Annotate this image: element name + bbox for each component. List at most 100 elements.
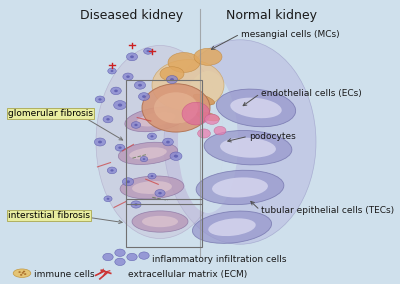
- Ellipse shape: [196, 112, 220, 121]
- Circle shape: [110, 70, 114, 72]
- Circle shape: [22, 272, 24, 274]
- Ellipse shape: [192, 211, 272, 243]
- Ellipse shape: [212, 178, 268, 197]
- Circle shape: [131, 201, 141, 208]
- Circle shape: [108, 68, 116, 74]
- Circle shape: [142, 95, 146, 98]
- Circle shape: [158, 192, 162, 194]
- Ellipse shape: [136, 112, 176, 126]
- Ellipse shape: [178, 71, 238, 213]
- Circle shape: [115, 144, 125, 151]
- Circle shape: [94, 138, 106, 146]
- Circle shape: [111, 87, 121, 95]
- Ellipse shape: [129, 147, 167, 159]
- Circle shape: [140, 156, 148, 162]
- Ellipse shape: [152, 60, 224, 111]
- Ellipse shape: [220, 138, 276, 158]
- Ellipse shape: [196, 170, 284, 205]
- Ellipse shape: [125, 107, 187, 132]
- Circle shape: [150, 175, 154, 177]
- Circle shape: [155, 189, 165, 197]
- Circle shape: [170, 152, 182, 160]
- Circle shape: [131, 122, 141, 128]
- Ellipse shape: [194, 48, 222, 65]
- Ellipse shape: [216, 89, 296, 127]
- Circle shape: [18, 271, 21, 273]
- Text: Normal kidney: Normal kidney: [226, 9, 318, 22]
- Text: extracellular matrix (ECM): extracellular matrix (ECM): [128, 270, 247, 279]
- Circle shape: [138, 93, 150, 101]
- Ellipse shape: [208, 218, 256, 236]
- Text: glomerular fibrosis: glomerular fibrosis: [8, 109, 93, 118]
- Circle shape: [139, 252, 149, 259]
- Circle shape: [126, 53, 138, 61]
- Circle shape: [123, 73, 133, 80]
- Ellipse shape: [13, 269, 31, 277]
- Bar: [126, 80, 202, 204]
- Circle shape: [118, 147, 122, 149]
- Circle shape: [103, 253, 113, 261]
- Ellipse shape: [193, 94, 215, 105]
- Ellipse shape: [168, 53, 200, 72]
- Circle shape: [106, 118, 110, 120]
- Circle shape: [122, 178, 134, 186]
- Circle shape: [148, 173, 156, 179]
- Ellipse shape: [230, 98, 282, 118]
- Circle shape: [130, 55, 134, 58]
- Circle shape: [148, 133, 156, 139]
- Ellipse shape: [96, 45, 224, 239]
- Circle shape: [142, 84, 210, 132]
- Circle shape: [95, 96, 105, 103]
- Text: inflammatory infiltration cells: inflammatory infiltration cells: [152, 255, 286, 264]
- Circle shape: [115, 249, 125, 256]
- Circle shape: [198, 129, 210, 138]
- Circle shape: [115, 258, 125, 266]
- Circle shape: [166, 76, 178, 83]
- Circle shape: [144, 48, 152, 54]
- Text: tubular epithelial cells (TECs): tubular epithelial cells (TECs): [261, 206, 394, 215]
- Circle shape: [146, 50, 150, 52]
- Ellipse shape: [142, 216, 178, 227]
- Circle shape: [114, 101, 126, 110]
- Circle shape: [150, 135, 154, 137]
- Circle shape: [134, 203, 138, 206]
- Circle shape: [138, 84, 142, 87]
- Circle shape: [134, 81, 146, 89]
- Circle shape: [98, 98, 102, 101]
- Circle shape: [98, 141, 102, 143]
- Circle shape: [205, 114, 219, 124]
- Ellipse shape: [164, 40, 316, 244]
- Circle shape: [126, 75, 130, 78]
- Circle shape: [214, 126, 226, 135]
- Circle shape: [166, 141, 170, 143]
- Circle shape: [163, 138, 173, 146]
- Ellipse shape: [132, 211, 188, 232]
- Bar: [126, 199, 202, 247]
- Circle shape: [134, 124, 138, 126]
- Circle shape: [154, 92, 198, 124]
- Circle shape: [126, 180, 130, 183]
- Ellipse shape: [182, 102, 210, 125]
- Text: immune cells: immune cells: [34, 270, 95, 279]
- Circle shape: [174, 155, 178, 158]
- Text: podocytes: podocytes: [249, 132, 296, 141]
- Text: interstitial fibrosis: interstitial fibrosis: [8, 211, 90, 220]
- Text: mesangial cells (MCs): mesangial cells (MCs): [241, 30, 340, 39]
- Ellipse shape: [120, 176, 184, 199]
- Text: endothelial cells (ECs): endothelial cells (ECs): [261, 89, 362, 98]
- Ellipse shape: [204, 130, 292, 165]
- Ellipse shape: [160, 67, 184, 81]
- Circle shape: [106, 198, 110, 200]
- Circle shape: [127, 253, 137, 261]
- Ellipse shape: [118, 142, 178, 164]
- Circle shape: [24, 273, 26, 275]
- Circle shape: [23, 271, 25, 272]
- Circle shape: [107, 167, 117, 174]
- Circle shape: [103, 116, 113, 123]
- Circle shape: [118, 103, 122, 107]
- Circle shape: [110, 169, 114, 172]
- Circle shape: [104, 196, 112, 202]
- Circle shape: [20, 274, 22, 276]
- Circle shape: [114, 89, 118, 92]
- Text: Diseased kidney: Diseased kidney: [80, 9, 184, 22]
